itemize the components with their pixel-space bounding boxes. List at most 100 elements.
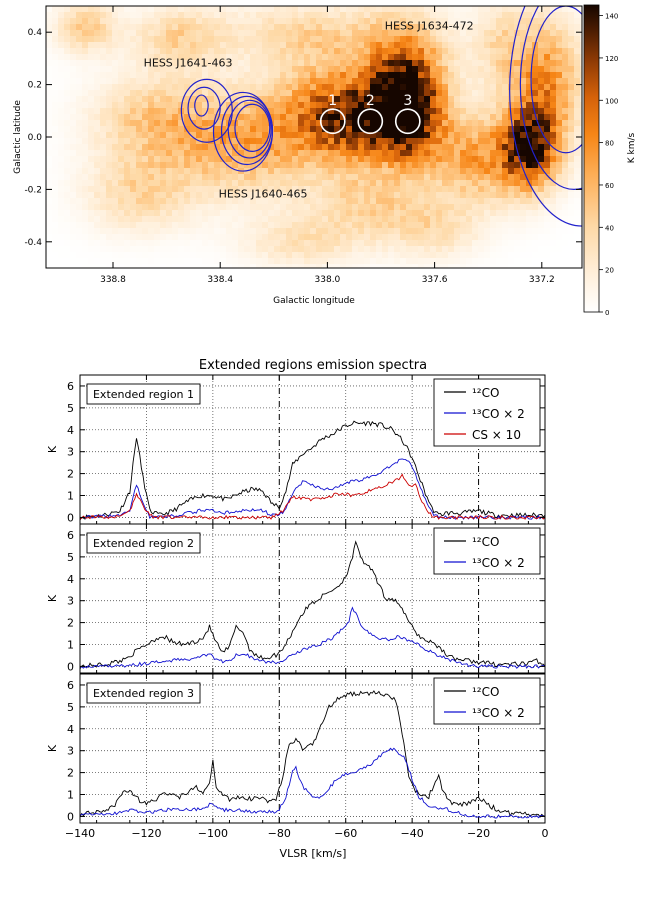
heat-cell — [460, 252, 467, 259]
heat-cell — [256, 24, 263, 31]
heat-cell — [226, 138, 233, 145]
heat-cell — [112, 12, 119, 19]
heat-cell — [142, 12, 149, 19]
heat-cell — [160, 60, 167, 67]
heat-cell — [124, 72, 131, 79]
heat-cell — [160, 258, 167, 265]
heat-cell — [490, 36, 497, 43]
heat-cell — [538, 162, 545, 169]
heat-cell — [250, 204, 257, 211]
heat-cell — [382, 264, 389, 268]
heat-cell — [502, 36, 509, 43]
heat-cell — [514, 234, 521, 241]
heat-cell — [94, 42, 101, 49]
heat-cell — [400, 18, 407, 25]
heat-cell — [58, 234, 65, 241]
heat-cell — [484, 132, 491, 139]
heat-cell — [358, 90, 365, 97]
heat-cell — [532, 204, 539, 211]
heat-cell — [334, 84, 341, 91]
heat-cell — [322, 144, 329, 151]
heat-cell — [196, 72, 203, 79]
heat-cell — [130, 168, 137, 175]
heat-cell — [58, 258, 65, 265]
heat-cell — [424, 234, 431, 241]
heat-cell — [346, 240, 353, 247]
heat-cell — [280, 102, 287, 109]
heat-cell — [454, 228, 461, 235]
heat-cell — [70, 156, 77, 163]
heat-cell — [424, 84, 431, 91]
heat-cell — [340, 240, 347, 247]
heat-cell — [154, 42, 161, 49]
heat-cell — [334, 222, 341, 229]
heat-cell — [274, 162, 281, 169]
heat-cell — [256, 264, 263, 268]
heat-cell — [88, 222, 95, 229]
heat-cell — [568, 60, 575, 67]
heat-cell — [52, 108, 59, 115]
heat-cell — [316, 228, 323, 235]
heat-cell — [472, 42, 479, 49]
heat-cell — [568, 72, 575, 79]
heat-cell — [430, 252, 437, 259]
heat-cell — [304, 264, 311, 268]
y-axis-label: K — [46, 594, 59, 602]
heat-cell — [118, 12, 125, 19]
heat-cell — [58, 120, 65, 127]
heat-cell — [532, 264, 539, 268]
heat-cell — [220, 48, 227, 55]
heat-cell — [292, 84, 299, 91]
heat-cell — [166, 24, 173, 31]
heat-cell — [244, 222, 251, 229]
heat-cell — [394, 24, 401, 31]
heat-cell — [340, 102, 347, 109]
heat-cell — [70, 78, 77, 85]
heat-cell — [430, 234, 437, 241]
heat-cell — [370, 234, 377, 241]
heat-cell — [574, 66, 581, 73]
heat-cell — [190, 132, 197, 139]
heat-cell — [460, 90, 467, 97]
heat-cell — [382, 90, 389, 97]
heat-cell — [400, 210, 407, 217]
heat-cell — [496, 264, 503, 268]
heat-cell — [436, 156, 443, 163]
heat-cell — [106, 84, 113, 91]
heat-cell — [514, 6, 521, 13]
heat-cell — [448, 192, 455, 199]
heat-cell — [484, 120, 491, 127]
heat-cell — [490, 78, 497, 85]
heat-cell — [382, 222, 389, 229]
heat-cell — [172, 222, 179, 229]
heat-cell — [190, 30, 197, 37]
heat-cell — [538, 108, 545, 115]
y-tick-label: 4 — [67, 573, 74, 586]
heat-cell — [358, 258, 365, 265]
heat-cell — [304, 234, 311, 241]
heat-cell — [562, 36, 569, 43]
heat-cell — [292, 102, 299, 109]
heat-cell — [574, 138, 581, 145]
heat-cell — [286, 42, 293, 49]
heat-cell — [484, 90, 491, 97]
heat-cell — [208, 18, 215, 25]
heat-cell — [502, 204, 509, 211]
heat-cell — [562, 60, 569, 67]
heat-cell — [556, 132, 563, 139]
heat-cell — [472, 102, 479, 109]
heat-cell — [208, 174, 215, 181]
heat-cell — [196, 222, 203, 229]
heat-cell — [280, 126, 287, 133]
heat-cell — [364, 102, 371, 109]
heat-cell — [346, 42, 353, 49]
heat-cell — [178, 150, 185, 157]
heat-cell — [310, 114, 317, 121]
heat-cell — [286, 204, 293, 211]
heat-cell — [82, 126, 89, 133]
heat-cell — [280, 96, 287, 103]
heat-cell — [52, 66, 59, 73]
heat-cell — [46, 66, 53, 73]
heat-cell — [274, 132, 281, 139]
heat-cell — [460, 72, 467, 79]
